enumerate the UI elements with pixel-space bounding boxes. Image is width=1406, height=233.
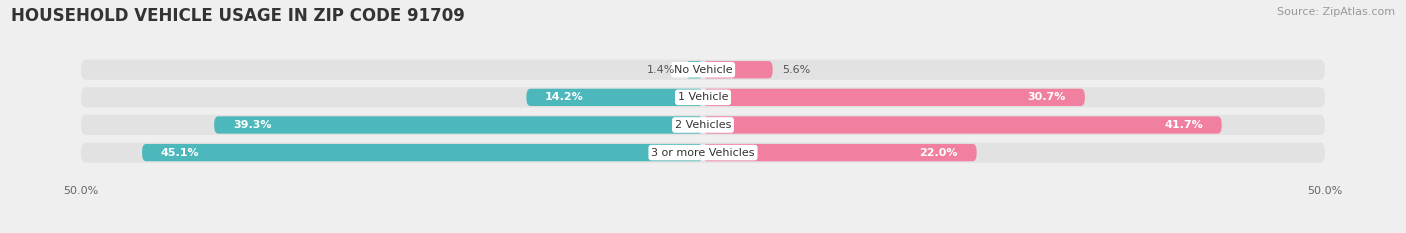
Text: No Vehicle: No Vehicle <box>673 65 733 75</box>
Text: 2 Vehicles: 2 Vehicles <box>675 120 731 130</box>
Text: 41.7%: 41.7% <box>1164 120 1204 130</box>
Text: Source: ZipAtlas.com: Source: ZipAtlas.com <box>1277 7 1395 17</box>
Text: 1.4%: 1.4% <box>647 65 676 75</box>
Text: HOUSEHOLD VEHICLE USAGE IN ZIP CODE 91709: HOUSEHOLD VEHICLE USAGE IN ZIP CODE 9170… <box>11 7 465 25</box>
Text: 45.1%: 45.1% <box>160 147 200 158</box>
FancyBboxPatch shape <box>82 115 1324 135</box>
FancyBboxPatch shape <box>82 143 1324 163</box>
FancyBboxPatch shape <box>703 144 977 161</box>
Text: 30.7%: 30.7% <box>1028 92 1066 102</box>
FancyBboxPatch shape <box>686 61 703 78</box>
FancyBboxPatch shape <box>82 87 1324 107</box>
Text: 14.2%: 14.2% <box>546 92 583 102</box>
FancyBboxPatch shape <box>526 89 703 106</box>
Text: 5.6%: 5.6% <box>783 65 811 75</box>
Text: 3 or more Vehicles: 3 or more Vehicles <box>651 147 755 158</box>
Text: 1 Vehicle: 1 Vehicle <box>678 92 728 102</box>
Text: 22.0%: 22.0% <box>920 147 957 158</box>
FancyBboxPatch shape <box>703 116 1222 134</box>
FancyBboxPatch shape <box>214 116 703 134</box>
Text: 39.3%: 39.3% <box>233 120 271 130</box>
FancyBboxPatch shape <box>703 61 773 78</box>
FancyBboxPatch shape <box>82 60 1324 80</box>
FancyBboxPatch shape <box>703 89 1085 106</box>
FancyBboxPatch shape <box>142 144 703 161</box>
